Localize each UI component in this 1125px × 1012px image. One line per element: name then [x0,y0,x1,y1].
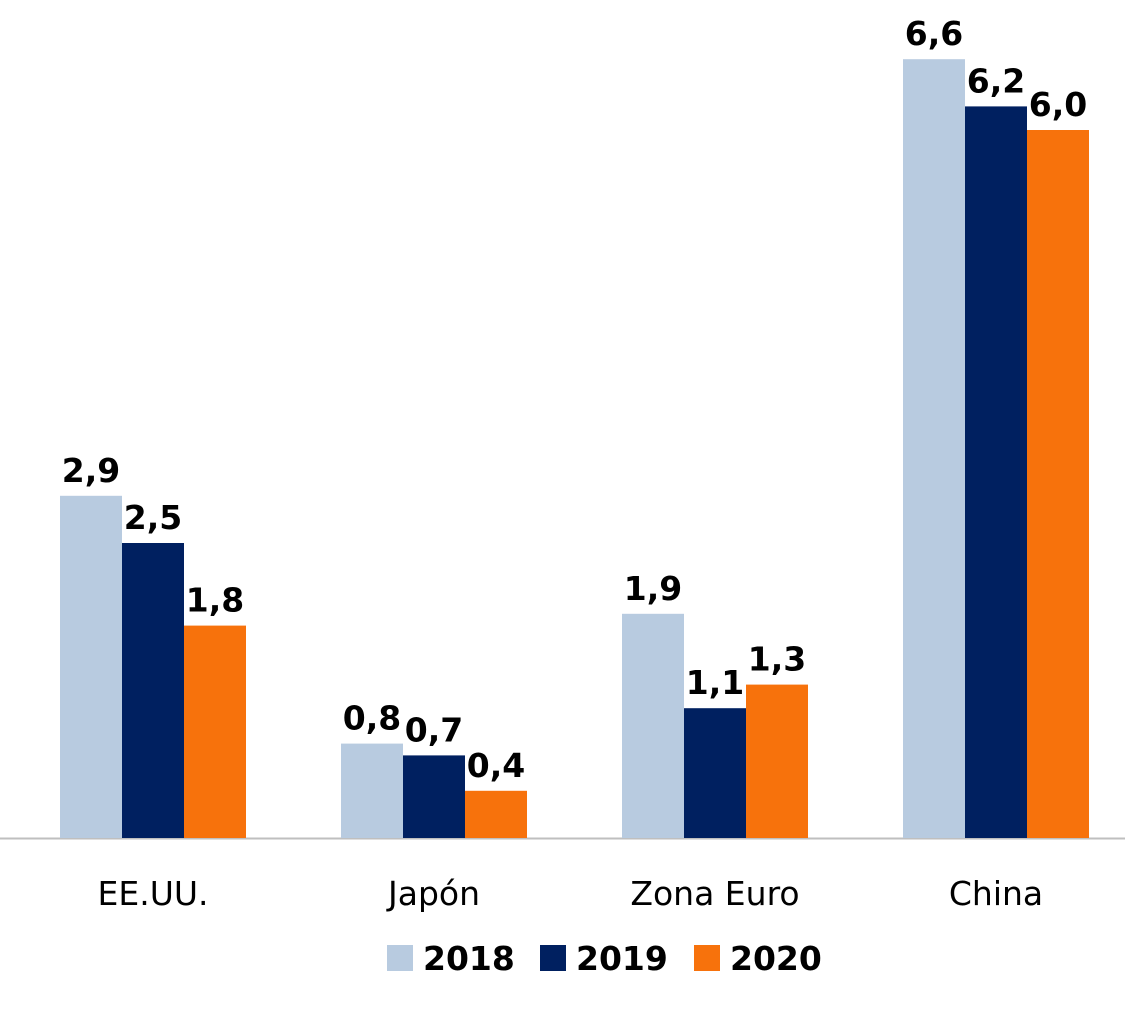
x-tick-label-zona-euro: Zona Euro [630,874,799,913]
data-label-ee-uu-2020: 1,8 [186,581,244,620]
bar-zona-euro-2019 [684,708,746,838]
data-label-zona-euro-2018: 1,9 [624,569,682,608]
bar-zona-euro-2018 [622,613,684,838]
data-label-jap-n-2019: 0,7 [405,710,463,749]
legend-label-2019: 2019 [576,939,668,978]
legend-label-2018: 2018 [423,939,515,978]
category-labels-group: EE.UU. Japón Zona Euro China [98,874,1044,913]
bar-china-2019 [965,106,1027,838]
bars-group [60,59,1089,838]
legend-swatch-2019 [540,945,566,971]
data-label-china-2020: 6,0 [1029,85,1087,124]
data-label-china-2018: 6,6 [905,14,963,53]
data-label-zona-euro-2019: 1,1 [686,663,744,702]
data-label-jap-n-2018: 0,8 [343,699,401,738]
data-label-ee-uu-2018: 2,9 [62,451,120,490]
bar-ee-uu-2020 [184,625,246,838]
bar-ee-uu-2018 [60,495,122,838]
bar-ee-uu-2019 [122,543,184,838]
data-label-china-2019: 6,2 [967,61,1025,100]
legend-swatch-2020 [694,945,720,971]
value-labels-group: 2,92,5 1,8 0,8 0,70,4 1,9 1,11,3 6,66,26,0 [62,14,1087,785]
x-tick-label-china: China [949,874,1043,913]
legend-swatch-2018 [387,945,413,971]
bar-jap-n-2019 [403,755,465,838]
data-label-zona-euro-2020: 1,3 [748,640,806,679]
x-tick-label-ee-uu: EE.UU. [98,874,209,913]
bar-china-2018 [903,59,965,838]
legend-label-2020: 2020 [730,939,822,978]
bar-jap-n-2020 [465,790,527,838]
data-label-ee-uu-2019: 2,5 [124,498,182,537]
legend: 2018 2019 2020 [387,939,822,978]
x-tick-label-jap-n: Japón [386,874,480,913]
bar-zona-euro-2020 [746,684,808,838]
data-label-jap-n-2020: 0,4 [467,746,525,785]
bar-china-2020 [1027,130,1089,838]
bar-jap-n-2018 [341,743,403,838]
